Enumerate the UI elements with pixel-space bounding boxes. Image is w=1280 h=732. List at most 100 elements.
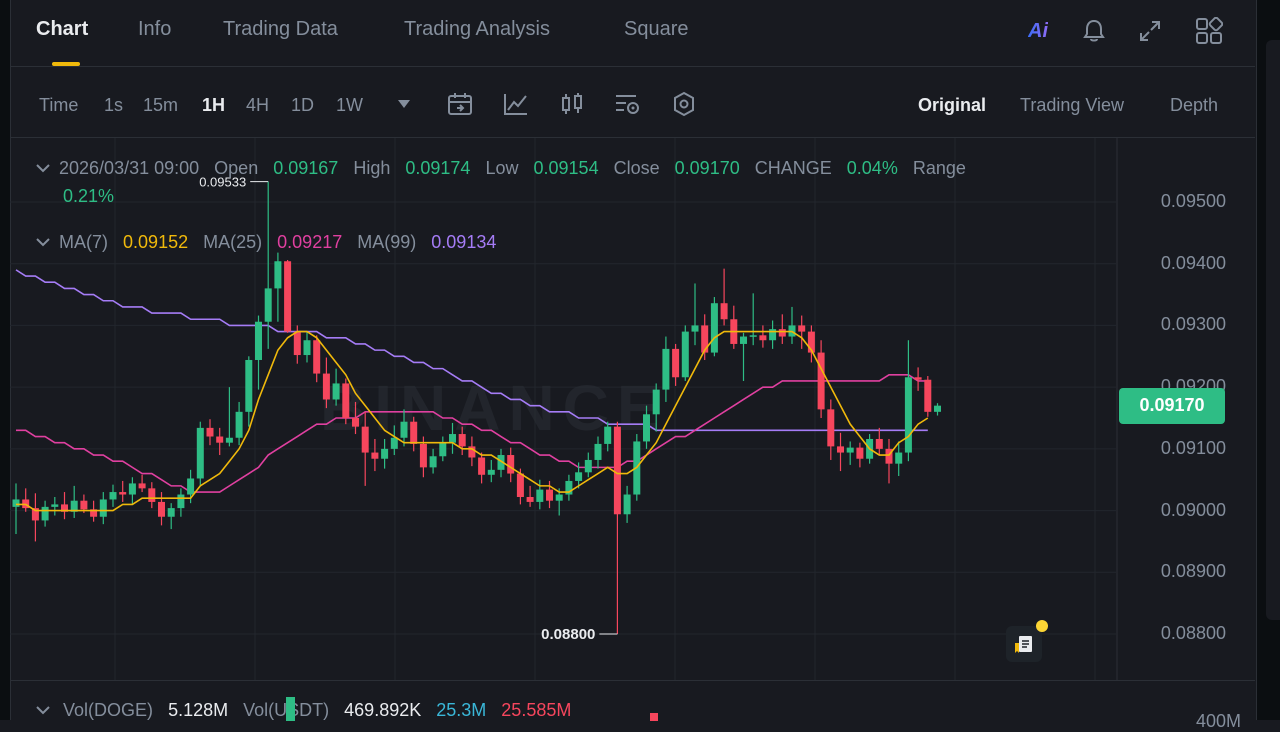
timeframe-1s[interactable]: 1s (104, 95, 124, 115)
candle-body (264, 288, 272, 322)
right-side-panel-edge (1266, 40, 1280, 620)
candle-body (119, 492, 127, 495)
calendar-icon[interactable] (445, 89, 475, 119)
candle-body (497, 455, 505, 470)
candle-body (536, 489, 544, 502)
ma25-value: 0.09217 (277, 232, 343, 252)
candle-body (652, 389, 660, 415)
timeframe-4h[interactable]: 4H (246, 95, 270, 115)
candlestick-type-icon[interactable] (557, 89, 587, 119)
top-tab-bar: Chart Info Trading Data Trading Analysis… (10, 0, 1255, 67)
candle-body (216, 436, 224, 443)
notes-icon[interactable] (1006, 620, 1048, 662)
candle-body (749, 335, 757, 337)
chevron-down-icon[interactable] (36, 232, 54, 253)
candle-body (352, 418, 359, 427)
candle-body (410, 421, 418, 444)
candle-body (546, 489, 553, 501)
view-trading-view[interactable]: Trading View (1020, 95, 1125, 115)
candle-body (914, 377, 922, 380)
high-label: High (353, 158, 391, 178)
candle-body (196, 427, 204, 479)
view-depth[interactable]: Depth (1170, 95, 1219, 115)
ma7-value: 0.09152 (123, 232, 189, 252)
price-axis-label: 0.09300 (1160, 314, 1226, 335)
chevron-down-icon[interactable] (36, 700, 58, 721)
candle-body (245, 359, 253, 412)
price-axis-label: 0.09000 (1160, 499, 1226, 520)
timeframe-1w[interactable]: 1W (336, 95, 363, 115)
tab-trading-data[interactable]: Trading Data (223, 18, 338, 40)
chart-panel (10, 0, 1257, 720)
timeframe-1d[interactable]: 1D (291, 95, 315, 115)
price-axis-label: 0.09400 (1160, 252, 1226, 273)
candle-body (594, 443, 602, 460)
tab-info[interactable]: Info (138, 18, 172, 40)
high-low-markers: 0.09533 0.08800 (199, 175, 618, 643)
candle-body (225, 437, 233, 443)
open-value: 0.09167 (273, 158, 339, 178)
low-marker-label: 0.08800 (541, 626, 595, 643)
candle-date: 2026/03/31 09:00 (59, 158, 200, 178)
change-value: 0.04% (846, 158, 898, 178)
timeframe-1h[interactable]: 1H (202, 95, 226, 115)
tab-square[interactable]: Square (624, 18, 689, 40)
candle-body (138, 483, 146, 489)
timeframe-time[interactable]: Time (39, 95, 79, 115)
volume-bar (650, 713, 658, 721)
candle-body (109, 492, 117, 500)
timeframe-dropdown-caret-icon[interactable] (389, 89, 419, 119)
chart-settings-icon[interactable] (613, 89, 643, 119)
candle-body (284, 261, 292, 332)
low-value: 0.09154 (533, 158, 599, 178)
candle-body (12, 499, 20, 507)
candle-body (807, 331, 815, 353)
candle-body (177, 494, 185, 509)
volume-axis-label: 400M (1195, 711, 1241, 731)
open-label: Open (214, 158, 259, 178)
candle-body (662, 348, 670, 390)
high-value: 0.09174 (405, 158, 471, 178)
vol-doge-value: 5.128M (168, 700, 229, 720)
ma99-value: 0.09134 (431, 232, 497, 252)
price-axis-label: 0.08900 (1160, 561, 1226, 582)
close-label: Close (613, 158, 660, 178)
ai-icon[interactable]: Ai (1023, 16, 1053, 46)
vol-ma-1-value: 25.3M (436, 700, 487, 720)
vol-doge-label: Vol(DOGE) (63, 700, 154, 720)
view-original[interactable]: Original (918, 95, 987, 115)
indicator-line-icon[interactable] (501, 89, 531, 119)
price-axis-label: 0.08800 (1160, 623, 1226, 643)
range-label: Range (912, 158, 966, 178)
candle-body (313, 340, 321, 374)
grid-icon[interactable] (1194, 16, 1224, 46)
hexagon-settings-icon[interactable] (669, 89, 699, 119)
bell-icon[interactable] (1079, 16, 1109, 46)
current-price-tag: 0.09170 (1119, 387, 1225, 424)
candle-body (31, 508, 39, 521)
candle-body (235, 411, 243, 438)
volume-bar (286, 697, 295, 721)
tab-chart[interactable]: Chart (36, 18, 89, 40)
candlestick-chart[interactable]: BINANCE 0.09533 0.08800 (10, 138, 1255, 680)
candle-body (643, 414, 650, 442)
notification-dot (1036, 620, 1048, 632)
expand-icon[interactable] (1135, 16, 1165, 46)
active-tab-indicator (52, 62, 80, 66)
ma99-line (15, 269, 928, 432)
chart-toolbar: Time 1s 15m 1H 4H 1D 1W Original Trading… (10, 67, 1255, 138)
candlestick-chart-area[interactable]: BINANCE 0.09533 0.08800 2026/03/31 09:00 … (10, 138, 1255, 680)
vol-usdt-value: 469.892K (344, 700, 422, 720)
candle-body (681, 331, 689, 378)
timeframe-15m[interactable]: 15m (143, 95, 179, 115)
candle-body (187, 478, 195, 495)
candle-body (255, 321, 262, 360)
chevron-down-icon[interactable] (36, 158, 54, 179)
candle-body (613, 426, 621, 515)
change-label: CHANGE (754, 158, 832, 178)
candle-body (478, 457, 486, 475)
tab-trading-analysis[interactable]: Trading Analysis (404, 18, 550, 40)
high-marker-label: 0.09533 (199, 175, 246, 190)
right-gutter (1256, 0, 1280, 720)
candle-body (449, 434, 456, 443)
